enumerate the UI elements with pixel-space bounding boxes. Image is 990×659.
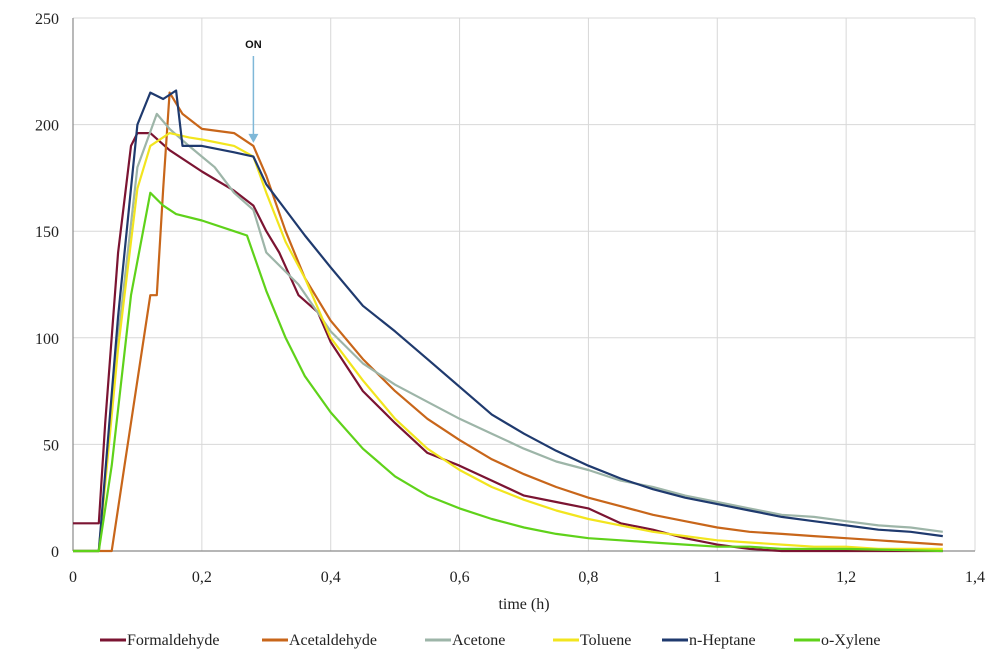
annotation-arrowhead bbox=[248, 133, 259, 143]
x-axis-label: time (h) bbox=[498, 596, 549, 613]
legend: Formaldehyde Acetaldehyde Acetone Toluene n-… bbox=[100, 632, 881, 649]
x-tick-label: 0,8 bbox=[578, 569, 598, 586]
x-tick-label: 0,4 bbox=[321, 569, 341, 586]
legend-label: o-Xylene bbox=[821, 632, 881, 649]
annotation: ON bbox=[245, 39, 262, 143]
series-lines bbox=[73, 89, 943, 553]
series-line-n-heptane bbox=[73, 89, 943, 553]
series-line-acetaldehyde bbox=[73, 91, 943, 553]
y-tick-label: 50 bbox=[43, 437, 59, 454]
y-tick-label: 250 bbox=[35, 11, 59, 28]
legend-label: Toluene bbox=[580, 632, 631, 649]
series-line-toluene bbox=[73, 132, 943, 553]
y-tick-label: 0 bbox=[51, 544, 59, 561]
series-line-formaldehyde bbox=[73, 132, 943, 553]
series-line-acetone bbox=[73, 112, 943, 553]
y-tick-label: 200 bbox=[35, 118, 59, 135]
x-tick-label: 1 bbox=[713, 569, 721, 586]
grid bbox=[72, 17, 976, 552]
x-tick-label: 1,2 bbox=[836, 569, 856, 586]
y-tick-label: 150 bbox=[35, 224, 59, 241]
series-line-o-xylene bbox=[73, 191, 943, 553]
annotation-label: ON bbox=[245, 39, 262, 51]
legend-label: Formaldehyde bbox=[127, 632, 219, 649]
y-tick-label: 100 bbox=[35, 331, 59, 348]
x-tick-label: 0,6 bbox=[450, 569, 470, 586]
axes: 0 0,2 0,4 0,6 0,8 1 1,2 1,4 0 50 100 150 200 250 bbox=[35, 11, 985, 586]
legend-label: n-Heptane bbox=[689, 632, 756, 649]
x-tick-label: 1,4 bbox=[965, 569, 985, 586]
x-tick-label: 0 bbox=[69, 569, 77, 586]
legend-label: Acetaldehyde bbox=[289, 632, 377, 649]
x-tick-label: 0,2 bbox=[192, 569, 212, 586]
legend-label: Acetone bbox=[452, 632, 505, 649]
